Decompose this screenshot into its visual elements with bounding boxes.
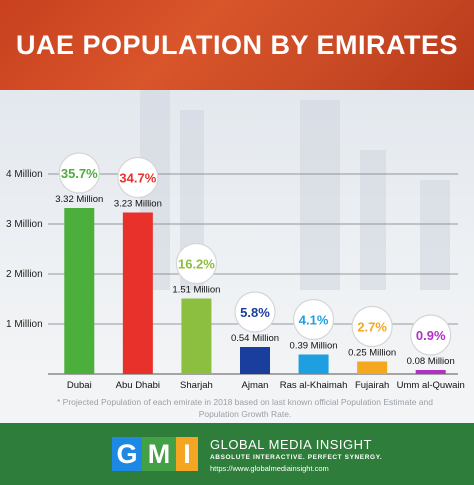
value-label: 0.54 Million (231, 333, 279, 344)
value-label: 3.23 Million (114, 199, 162, 210)
percent-badge (351, 305, 393, 348)
percent-badge (175, 242, 218, 285)
footer-banner (0, 423, 474, 485)
category-label: Sharjah (180, 380, 213, 391)
percent-badge (292, 298, 335, 341)
bar (415, 370, 446, 374)
bar (298, 354, 329, 374)
bar-chart: 1 Million 2 Million 3 Million 4 Million 3.32… (6, 152, 465, 391)
percent-badge (234, 291, 276, 333)
value-label: 0.39 Million (290, 341, 338, 352)
logo-letter-m: M (142, 437, 176, 471)
value-label: 0.08 Million (407, 356, 455, 367)
gmi-logo: G M I (112, 437, 198, 471)
skyline-silhouette (300, 100, 340, 290)
skyline-silhouette (360, 150, 386, 290)
header-banner: UAE POPULATION BY EMIRATES (0, 0, 474, 90)
percent-label: 35.7% (61, 166, 98, 181)
bar (240, 347, 270, 374)
brand-name: GLOBAL MEDIA INSIGHT (210, 437, 372, 452)
bar (122, 212, 153, 374)
y-tick-label: 1 Million (6, 319, 43, 330)
skyline-silhouette (420, 180, 450, 290)
category-label: Ras al-Khaimah (280, 380, 348, 391)
page-title: UAE POPULATION BY EMIRATES (15, 30, 459, 60)
value-label: 3.32 Million (55, 194, 103, 205)
logo-letter-i: I (176, 437, 198, 471)
percent-badge (117, 156, 159, 199)
percent-label: 34.7% (119, 171, 156, 186)
category-label: Dubai (67, 380, 92, 391)
y-tick-label: 2 Million (6, 269, 43, 280)
category-label: Fujairah (355, 380, 389, 391)
percent-label: 2.7% (357, 320, 387, 335)
value-label: 1.51 Million (172, 285, 220, 296)
percent-label: 4.1% (299, 313, 329, 328)
brand-url[interactable]: https://www.globalmediainsight.com (210, 464, 329, 473)
percent-label: 5.8% (240, 305, 270, 320)
bar (181, 298, 212, 374)
bar (64, 208, 95, 374)
percent-label: 16.2% (178, 257, 215, 272)
value-label: 0.25 Million (348, 348, 396, 359)
y-tick-label: 3 Million (6, 219, 43, 230)
footnote: * Projected Population of each emirate i… (57, 397, 433, 419)
logo-letter-g: G (112, 437, 142, 471)
percent-badge (58, 152, 100, 194)
brand-tagline: ABSOLUTE INTERACTIVE. PERFECT SYNERGY. (210, 454, 383, 461)
percent-label: 0.9% (416, 328, 446, 343)
category-label: Umm al-Quwain (397, 380, 465, 391)
category-label: Abu Dhabi (116, 380, 160, 391)
y-tick-label: 4 Million (6, 169, 43, 180)
category-label: Ajman (242, 380, 269, 391)
bar (357, 361, 388, 374)
brand-block: GLOBAL MEDIA INSIGHT ABSOLUTE INTERACTIV… (210, 437, 382, 473)
percent-badge (410, 314, 452, 356)
